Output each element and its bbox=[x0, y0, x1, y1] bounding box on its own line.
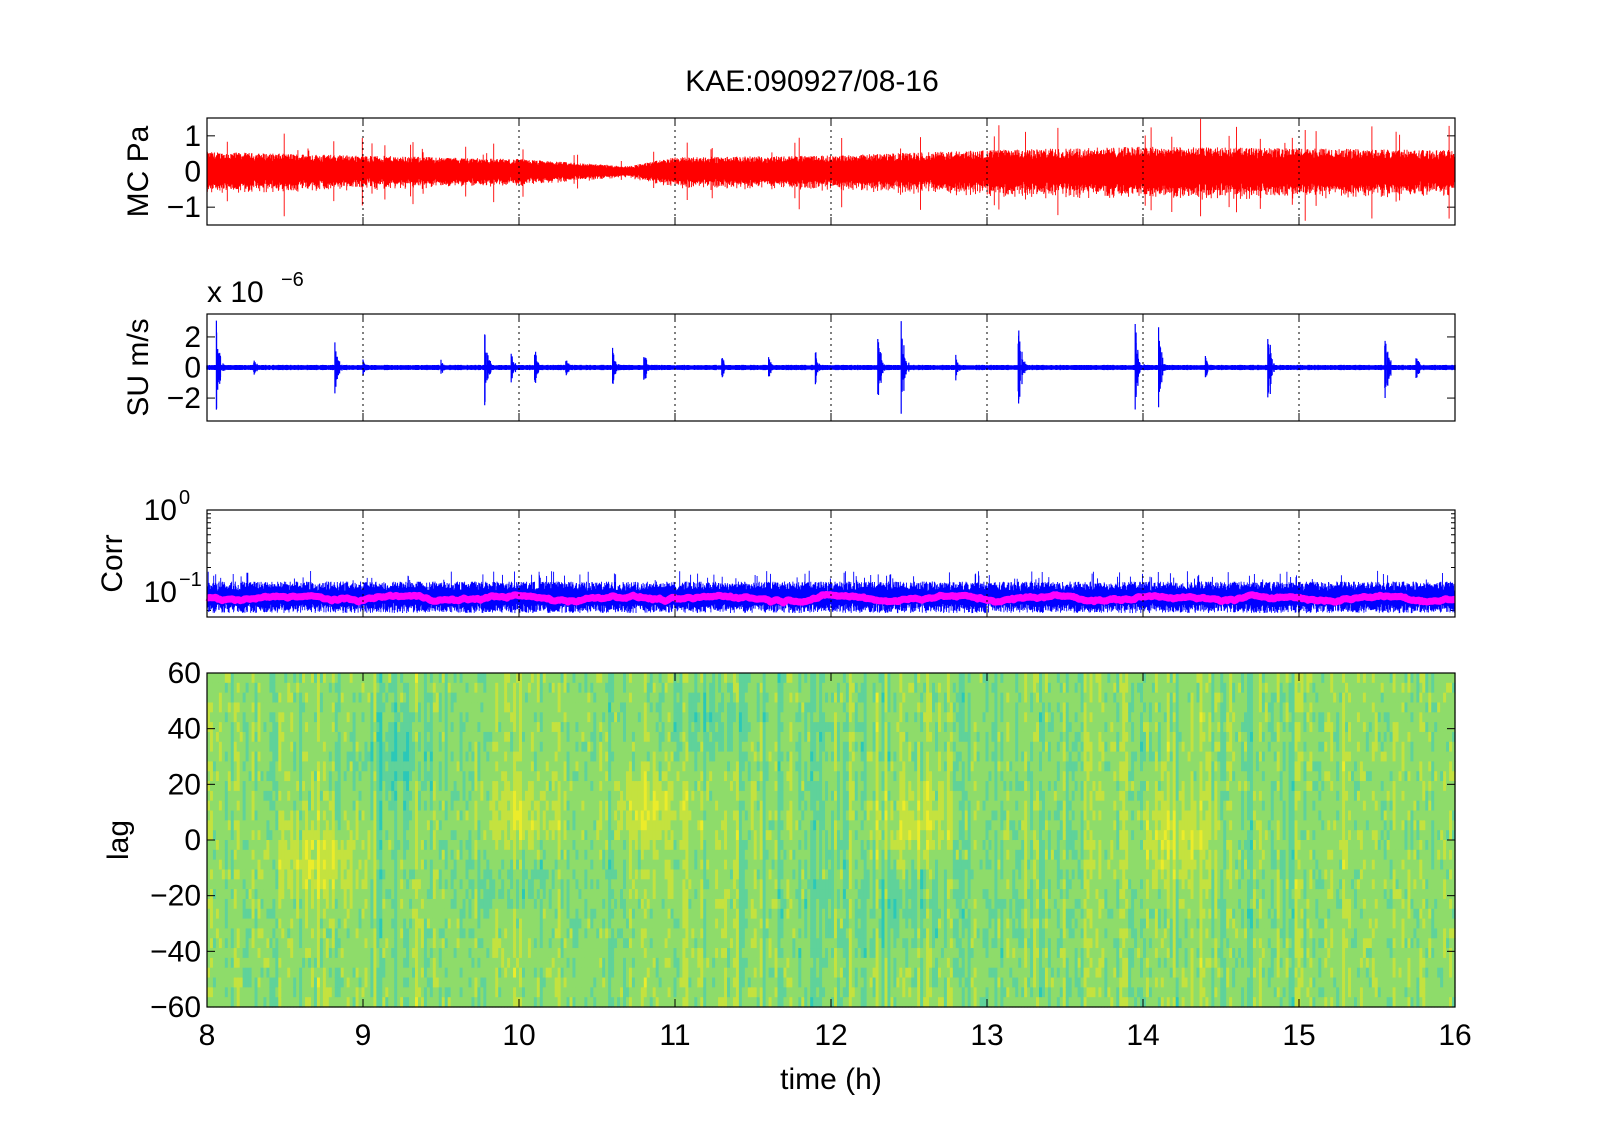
su-ytick-label: −2 bbox=[167, 382, 201, 415]
su-event-burst bbox=[1159, 327, 1171, 407]
su-event-burst bbox=[901, 321, 912, 414]
corr-ytick-power: 0 bbox=[179, 487, 190, 509]
mc-ylabel: MC Pa bbox=[122, 125, 155, 217]
su-event-burst bbox=[335, 342, 349, 393]
su-y-exponent-power: −6 bbox=[281, 269, 304, 291]
su-event-burst bbox=[878, 339, 890, 395]
su-event-burst bbox=[956, 355, 969, 381]
su-ytick-label: 2 bbox=[184, 321, 201, 354]
su-event-burst bbox=[363, 360, 376, 376]
su-y-exponent: x 10 bbox=[207, 276, 264, 309]
su-event-burst bbox=[485, 334, 498, 405]
su-event-burst bbox=[1018, 331, 1030, 404]
mc-ytick-label: −1 bbox=[167, 191, 201, 224]
figure-title: KAE:090927/08-16 bbox=[685, 65, 939, 98]
mc-series-line bbox=[207, 119, 1455, 221]
su-event-burst bbox=[1268, 339, 1281, 397]
su-ylabel: SU m/s bbox=[122, 318, 155, 416]
su-event-burst bbox=[511, 354, 522, 383]
lag-heatmap-cells bbox=[207, 673, 1456, 1008]
corr-ylabel: Corr bbox=[96, 534, 129, 592]
corr-ytick-label: 10 bbox=[144, 494, 177, 527]
mc-ytick-label: 0 bbox=[184, 156, 201, 189]
su-event-burst bbox=[722, 358, 736, 377]
su-ytick-label: 0 bbox=[184, 352, 201, 385]
mc-ytick-label: 1 bbox=[184, 120, 201, 153]
corr-ytick-power: −1 bbox=[179, 569, 202, 591]
su-event-burst bbox=[535, 352, 548, 383]
corr-ytick-label: 10 bbox=[144, 576, 177, 609]
